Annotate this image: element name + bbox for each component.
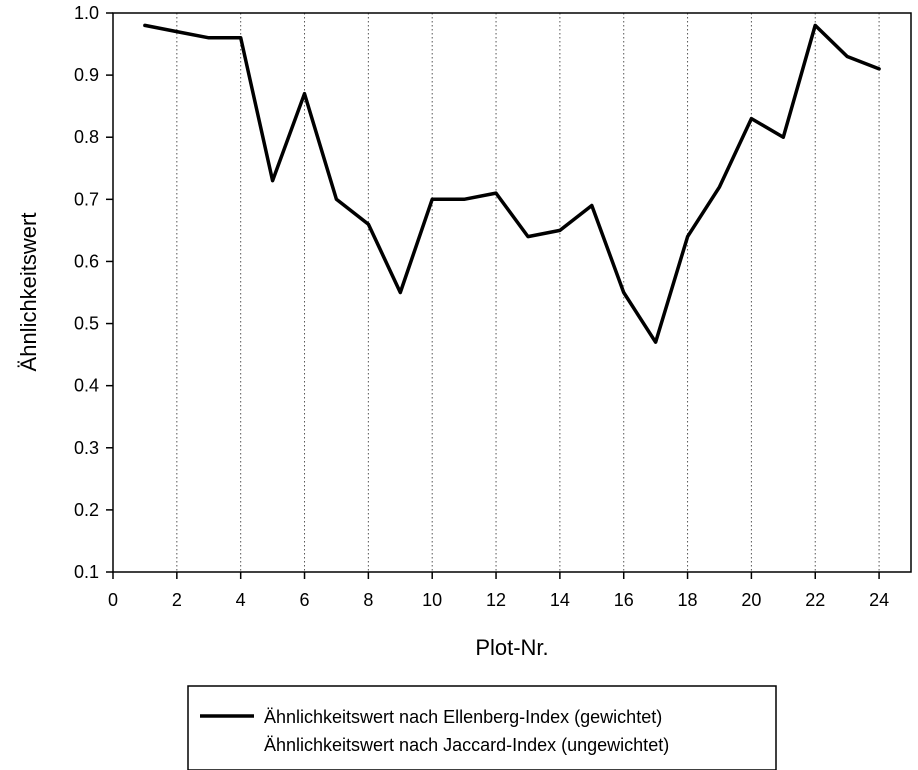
data-point [718, 185, 721, 189]
x-tick-label: 22 [805, 590, 825, 610]
y-tick-label: 0.3 [74, 438, 99, 458]
data-point [207, 36, 210, 40]
y-tick-label: 0.9 [74, 65, 99, 85]
y-tick-label: 0.8 [74, 127, 99, 147]
x-axis: 0 2 4 6 8 10 12 14 16 18 20 22 24 [108, 572, 889, 610]
x-tick-label: 10 [422, 590, 442, 610]
data-point [303, 92, 306, 95]
x-tick-label: 12 [486, 590, 506, 610]
y-tick-label: 0.6 [74, 251, 99, 271]
x-tick-label: 6 [300, 590, 310, 610]
data-point [335, 198, 338, 201]
y-axis: 0.1 0.2 0.3 0.4 0.5 0.6 0.7 0.8 0.9 1.0 [74, 3, 113, 582]
x-tick-label: 16 [614, 590, 634, 610]
x-tick-label: 20 [741, 590, 761, 610]
data-point [271, 179, 274, 182]
data-point [590, 204, 593, 207]
data-point [814, 24, 817, 27]
x-tick-label: 0 [108, 590, 118, 610]
data-point [175, 30, 179, 33]
y-tick-label: 0.7 [74, 189, 99, 209]
plot-frame [112, 12, 912, 573]
data-point [686, 235, 689, 238]
y-tick-label: 0.2 [74, 500, 99, 520]
x-axis-title: Plot-Nr. [475, 635, 548, 660]
data-point [622, 291, 625, 294]
data-point [494, 191, 498, 195]
data-point [462, 198, 466, 201]
legend-label-ellenberg: Ähnlichkeitswert nach Ellenberg-Index (g… [264, 707, 662, 727]
x-tick-label: 8 [363, 590, 373, 610]
data-point [654, 340, 657, 344]
legend-box [187, 685, 777, 770]
series-line-0 [143, 23, 881, 344]
grid-lines [176, 13, 880, 572]
y-tick-label: 0.5 [74, 314, 99, 334]
data-point [750, 117, 753, 120]
x-tick-label: 14 [550, 590, 570, 610]
x-tick-label: 2 [172, 590, 182, 610]
data-point [558, 229, 562, 232]
y-tick-label: 0.1 [74, 562, 99, 582]
y-axis-title: Ähnlichkeitswert [16, 213, 41, 372]
data-point [782, 136, 785, 139]
x-tick-label: 18 [678, 590, 698, 610]
y-tick-label: 1.0 [74, 3, 99, 23]
y-tick-label: 0.4 [74, 376, 99, 396]
legend-label-jaccard: Ähnlichkeitswert nach Jaccard-Index (ung… [264, 735, 669, 755]
x-tick-label: 4 [236, 590, 246, 610]
legend: Ähnlichkeitswert nach Ellenberg-Index (g… [187, 685, 777, 770]
data-point [877, 67, 881, 71]
data-point [431, 198, 434, 201]
data-point [526, 235, 530, 238]
data-point [367, 222, 370, 226]
x-tick-label: 24 [869, 590, 889, 610]
series-layer [143, 23, 881, 344]
data-point [845, 55, 849, 58]
data-point [143, 24, 147, 27]
data-point [399, 291, 402, 294]
data-point [239, 36, 242, 40]
